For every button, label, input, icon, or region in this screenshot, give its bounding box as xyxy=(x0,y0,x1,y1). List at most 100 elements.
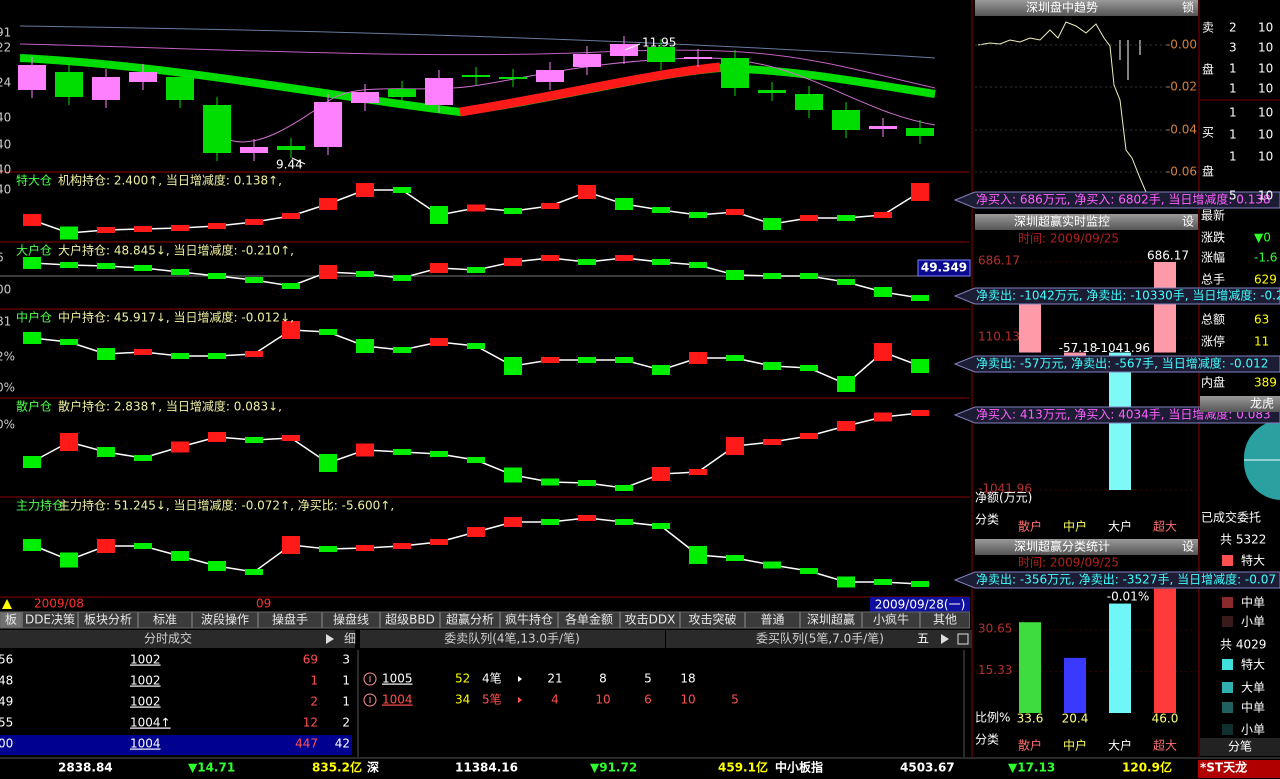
tab[interactable] xyxy=(22,611,78,629)
tab[interactable] xyxy=(920,611,970,629)
candle xyxy=(314,102,342,147)
indicator-bar xyxy=(23,214,41,226)
indicator-bar xyxy=(541,519,559,525)
book-level: 1 xyxy=(1229,128,1237,142)
book-volume: 10 xyxy=(1258,41,1273,55)
indicator-bar xyxy=(689,262,707,268)
panel-tag: 中户仓 xyxy=(16,310,52,325)
field-value: 63 xyxy=(1254,313,1269,327)
indicator-bar xyxy=(615,198,633,210)
play-icon xyxy=(326,634,334,644)
panel-text: 中户持仓: 45.917↓, 当日增减度: -0.012↓, xyxy=(58,310,294,325)
indicator-bar xyxy=(356,183,374,197)
trade-price: 1002 xyxy=(130,674,161,688)
book-volume: 10 xyxy=(1258,82,1273,96)
indicator-bar xyxy=(763,362,781,370)
indicator-bar xyxy=(23,456,41,468)
legend-swatch xyxy=(1222,682,1233,693)
indicator-bar xyxy=(504,357,522,375)
axis-fragment: 40 xyxy=(0,183,11,197)
panel-tag: 散户仓 xyxy=(16,399,52,414)
book-volume: 10 xyxy=(1258,189,1273,203)
overlay-text: 净卖出: -356万元, 净卖出: -3527手, 当日增减度: -0.07 xyxy=(976,572,1276,587)
indicator-bar xyxy=(245,569,263,575)
tab[interactable] xyxy=(380,611,440,629)
indicator-bar xyxy=(208,432,226,442)
indicator-bar xyxy=(134,265,152,271)
book-level: 1 xyxy=(1229,82,1237,96)
queue-order: 5 xyxy=(731,693,739,707)
indicator-bar xyxy=(578,185,596,199)
tab[interactable] xyxy=(78,611,138,629)
bar xyxy=(1019,298,1041,353)
trade-volume: 12 xyxy=(303,716,318,730)
axis-title: 净额(万元) xyxy=(975,491,1032,505)
menu-icon[interactable] xyxy=(957,633,969,645)
indicator-bar xyxy=(282,435,300,441)
trend-line xyxy=(977,21,1147,193)
tab[interactable] xyxy=(258,611,322,629)
indicator-bar xyxy=(245,351,263,357)
header-button: 五 xyxy=(917,632,929,646)
field-value: 629 xyxy=(1254,273,1277,287)
trade-volume: 2 xyxy=(310,695,318,709)
y-tick-label: 110.13 xyxy=(978,329,1020,343)
tab[interactable] xyxy=(500,611,558,629)
tab[interactable] xyxy=(680,611,745,629)
bar xyxy=(1154,262,1176,353)
indicator-bar xyxy=(319,198,337,210)
expand-icon xyxy=(518,697,522,703)
setting-button: 设 xyxy=(1182,215,1194,229)
queue-order: 6 xyxy=(644,693,652,707)
indicator-bar xyxy=(689,352,707,364)
indicator-bar xyxy=(763,439,781,445)
axis-fragment: 0% xyxy=(0,418,15,432)
annotation: -0.01% xyxy=(1107,590,1149,604)
candle xyxy=(277,146,305,150)
indicator-bar xyxy=(97,539,115,553)
label-pointer xyxy=(291,157,306,165)
book-level: 2 xyxy=(1229,21,1237,35)
panel-text: 散户持仓: 2.838↑, 当日增减度: 0.083↓, xyxy=(58,399,282,414)
overlay-box xyxy=(953,191,1280,209)
tab[interactable] xyxy=(800,611,862,629)
queue-count: 5笔 xyxy=(482,692,502,707)
indicator-bar xyxy=(578,515,596,521)
axis-title: 比例% xyxy=(975,711,1010,725)
candle xyxy=(240,147,268,153)
queue-order: 18 xyxy=(680,672,695,686)
tab[interactable] xyxy=(862,611,920,629)
indicator-bar xyxy=(319,546,337,552)
overlay-text: 净卖出: -57万元, 净卖出: -567手, 当日增减度: -0.012 xyxy=(976,356,1268,371)
indicator-bar xyxy=(615,485,633,491)
total-label: 共 4029 xyxy=(1220,638,1266,652)
trend-title xyxy=(975,0,1198,16)
indicator-bar xyxy=(837,279,855,285)
trend-title-text: 深圳盘中趋势 xyxy=(1026,0,1098,15)
tab[interactable] xyxy=(558,611,620,629)
indicator-bar xyxy=(911,359,929,373)
indicator-bar xyxy=(282,321,300,339)
tab[interactable] xyxy=(0,611,22,629)
queue-price: 1005 xyxy=(382,672,413,686)
tab[interactable] xyxy=(440,611,500,629)
indicator-bar xyxy=(911,295,929,301)
trade-time: 56 xyxy=(0,653,13,667)
indicator-bar xyxy=(393,449,411,455)
trade-title: 已成交委托 xyxy=(1201,510,1261,525)
separators xyxy=(0,0,1200,757)
tab[interactable] xyxy=(322,611,380,629)
tab[interactable] xyxy=(138,611,192,629)
category-label: 大户 xyxy=(1108,738,1132,753)
indicator-bar xyxy=(837,376,855,392)
longhu-bar xyxy=(1200,396,1280,412)
tab[interactable] xyxy=(192,611,258,629)
indicator-bar xyxy=(874,287,892,297)
candle xyxy=(573,54,601,67)
date-label: 09 xyxy=(256,597,271,611)
trade-time: 00 xyxy=(0,737,13,751)
tab[interactable] xyxy=(745,611,800,629)
indicator-bar xyxy=(245,277,263,283)
tab[interactable] xyxy=(620,611,680,629)
